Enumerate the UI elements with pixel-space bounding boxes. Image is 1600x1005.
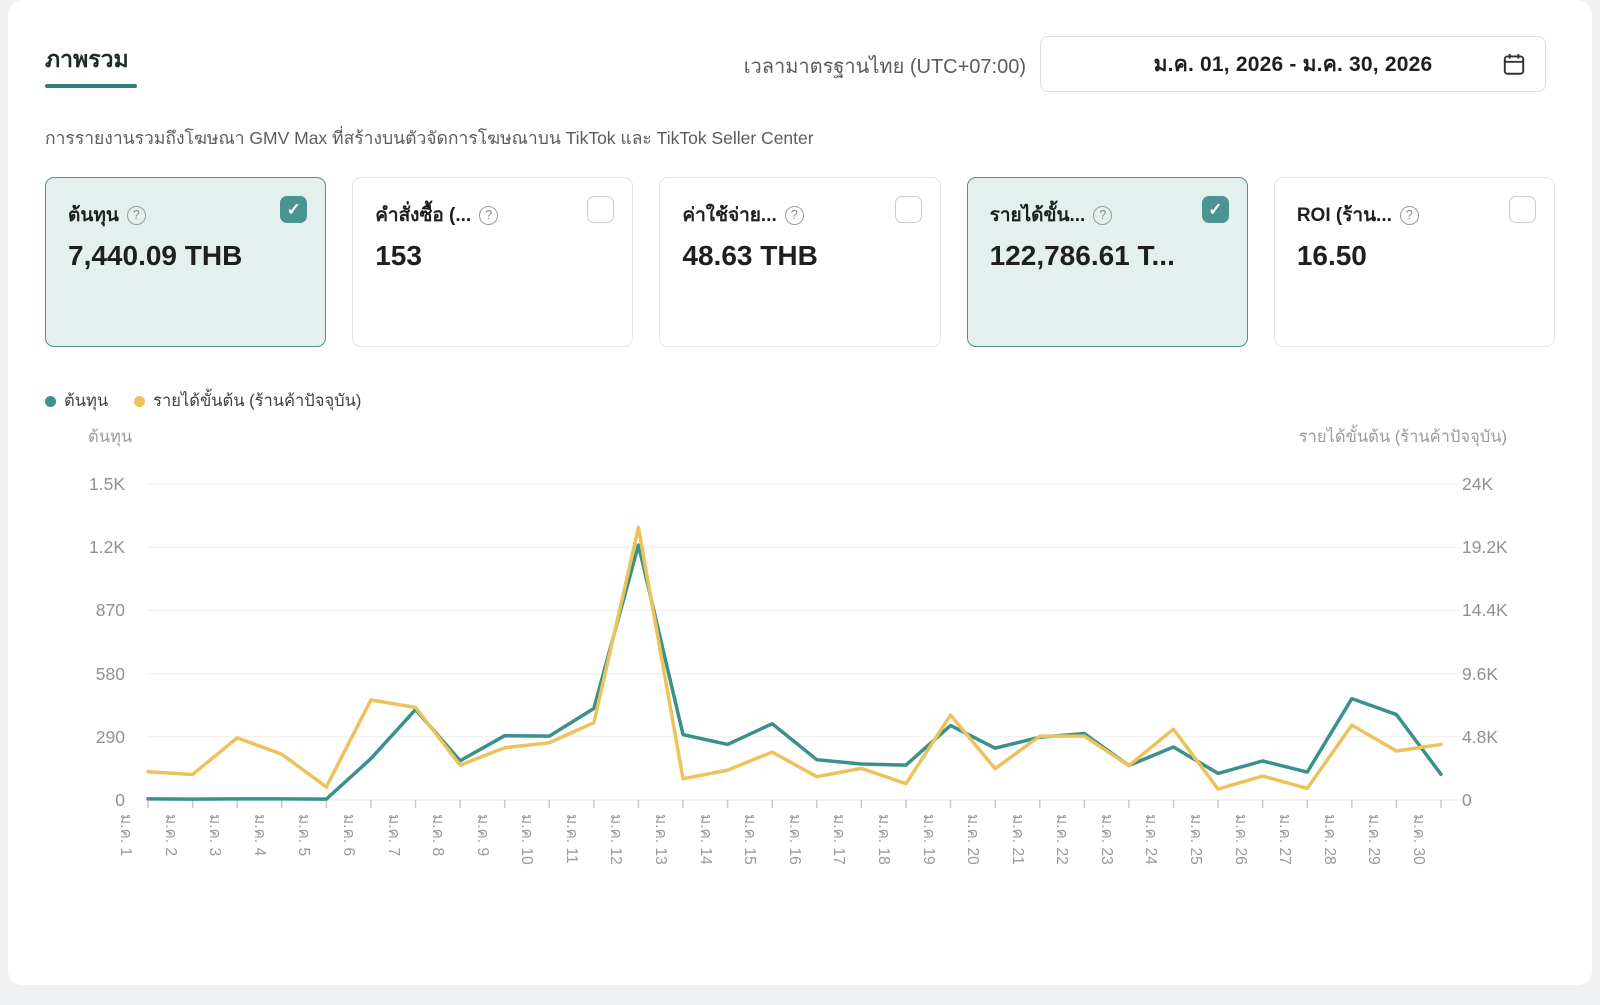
tab-active-indicator xyxy=(45,84,137,88)
date-range-picker[interactable]: ม.ค. 01, 2026 - ม.ค. 30, 2026 xyxy=(1040,36,1546,92)
y-axis-tick: 290 xyxy=(95,726,125,747)
x-axis-label: ม.ค. 15 xyxy=(741,814,759,865)
x-axis-label: ม.ค. 25 xyxy=(1187,814,1205,865)
date-range-value: ม.ค. 01, 2026 - ม.ค. 30, 2026 xyxy=(1153,52,1433,76)
metric-label: ROI (ร้าน... xyxy=(1296,205,1392,226)
x-axis-label: ม.ค. 27 xyxy=(1276,814,1294,865)
x-axis-label: ม.ค. 6 xyxy=(339,814,357,857)
help-icon[interactable]: ? xyxy=(479,205,499,225)
overview-line-chart: ต้นทุน รายได้ขั้นต้น (ร้านค้าปัจจุบัน) 0… xyxy=(45,412,1555,912)
metric-card-cost[interactable]: ต้นทุน ? ✓ 7,440.09 THB xyxy=(45,177,327,347)
x-axis-label: ม.ค. 26 xyxy=(1231,814,1249,865)
help-icon[interactable]: ? xyxy=(1093,205,1113,225)
x-axis-label: ม.ค. 14 xyxy=(696,814,714,865)
metric-checkbox[interactable] xyxy=(894,196,922,223)
x-axis-label: ม.ค. 2 xyxy=(161,814,179,857)
x-axis-label: ม.ค. 21 xyxy=(1008,814,1026,865)
x-axis-label: ม.ค. 23 xyxy=(1097,814,1115,865)
y-axis-tick: 580 xyxy=(95,663,125,684)
metric-checkbox[interactable]: ✓ xyxy=(280,196,308,223)
x-axis-label: ม.ค. 10 xyxy=(518,814,536,865)
metric-card-cost-per[interactable]: ค่าใช้จ่าย... ? 48.63 THB xyxy=(659,177,941,347)
left-axis-title: ต้นทุน xyxy=(88,428,133,446)
legend-item-gross-revenue[interactable]: รายได้ขั้นต้น (ร้านค้าปัจจุบัน) xyxy=(134,388,361,414)
report-description: การรายงานรวมถึงโฆษณา GMV Max ที่สร้างบนต… xyxy=(45,128,814,148)
x-axis-label: ม.ค. 4 xyxy=(250,814,268,857)
metric-checkbox[interactable]: ✓ xyxy=(1201,196,1229,223)
legend-label: ต้นทุน xyxy=(64,392,109,410)
chart-canvas xyxy=(146,483,1461,808)
metric-checkbox[interactable] xyxy=(587,196,615,223)
x-axis-label: ม.ค. 29 xyxy=(1365,814,1383,865)
legend-label: รายได้ขั้นต้น (ร้านค้าปัจจุบัน) xyxy=(153,392,362,410)
help-icon[interactable]: ? xyxy=(784,205,804,225)
x-axis-label: ม.ค. 1 xyxy=(117,814,134,857)
right-axis-title: รายได้ขั้นต้น (ร้านค้าปัจจุบัน) xyxy=(1298,428,1507,446)
x-axis-label: ม.ค. 28 xyxy=(1320,814,1338,865)
metric-value: 48.63 THB xyxy=(682,240,818,271)
x-axis-label: ม.ค. 19 xyxy=(919,814,937,865)
metric-cards-row: ต้นทุน ? ✓ 7,440.09 THB คำสั่งซื้อ (... … xyxy=(45,177,1556,347)
y-axis-tick: 24K xyxy=(1462,474,1494,494)
overview-panel: ภาพรวม เวลามาตรฐานไทย (UTC+07:00) ม.ค. 0… xyxy=(8,0,1592,985)
metric-value: 153 xyxy=(375,240,422,271)
metric-label: รายได้ขั้น... xyxy=(989,205,1086,226)
y-axis-tick: 4.8K xyxy=(1462,726,1498,747)
metric-label: ต้นทุน xyxy=(68,205,119,226)
metric-label: คำสั่งซื้อ (... xyxy=(375,205,472,226)
metric-card-roi[interactable]: ROI (ร้าน... ? 16.50 xyxy=(1273,177,1556,347)
calendar-icon xyxy=(1501,51,1527,77)
x-axis-label: ม.ค. 12 xyxy=(607,814,625,865)
help-icon[interactable]: ? xyxy=(126,205,146,225)
legend-dot-gross-revenue xyxy=(134,395,146,407)
legend-dot-cost xyxy=(45,395,56,407)
chart-legend: ต้นทุน รายได้ขั้นต้น (ร้านค้าปัจจุบัน) xyxy=(45,388,361,414)
y-axis-tick: 14.4K xyxy=(1462,600,1508,621)
x-axis-label: ม.ค. 7 xyxy=(384,814,402,857)
metric-label: ค่าใช้จ่าย... xyxy=(682,205,777,226)
x-axis-label: ม.ค. 16 xyxy=(785,814,803,865)
x-axis-label: ม.ค. 17 xyxy=(830,814,848,865)
help-icon[interactable]: ? xyxy=(1399,205,1419,225)
y-axis-tick: 0 xyxy=(115,790,125,810)
x-axis-label: ม.ค. 30 xyxy=(1410,814,1427,865)
y-axis-tick: 9.6K xyxy=(1462,663,1498,684)
metric-value: 16.50 xyxy=(1296,240,1367,271)
x-axis-label: ม.ค. 5 xyxy=(295,814,313,857)
x-axis-label: ม.ค. 22 xyxy=(1053,814,1071,865)
x-axis-label: ม.ค. 11 xyxy=(562,814,580,864)
y-axis-tick: 19.2K xyxy=(1462,537,1508,558)
y-axis-tick: 0 xyxy=(1462,790,1472,810)
x-axis-label: ม.ค. 3 xyxy=(206,814,224,857)
y-axis-tick: 1.5K xyxy=(89,474,125,494)
tab-overview[interactable]: ภาพรวม xyxy=(45,46,129,72)
legend-item-cost[interactable]: ต้นทุน xyxy=(45,388,108,414)
x-axis-label: ม.ค. 8 xyxy=(429,814,447,857)
metric-card-gross-revenue[interactable]: รายได้ขั้น... ? ✓ 122,786.61 T... xyxy=(966,177,1248,347)
x-axis-label: ม.ค. 18 xyxy=(874,814,892,865)
x-axis-label: ม.ค. 20 xyxy=(964,814,982,865)
x-axis-label: ม.ค. 24 xyxy=(1142,814,1160,865)
y-axis-tick: 870 xyxy=(95,600,125,621)
metric-value: 122,786.61 T... xyxy=(989,240,1175,271)
metric-card-orders[interactable]: คำสั่งซื้อ (... ? 153 xyxy=(352,177,634,347)
y-axis-tick: 1.2K xyxy=(89,537,125,558)
x-axis-label: ม.ค. 9 xyxy=(473,814,491,857)
metric-value: 7,440.09 THB xyxy=(68,240,243,271)
metric-checkbox[interactable] xyxy=(1509,196,1537,223)
timezone-label: เวลามาตรฐานไทย (UTC+07:00) xyxy=(743,56,1026,78)
x-axis-label: ม.ค. 13 xyxy=(652,814,670,865)
